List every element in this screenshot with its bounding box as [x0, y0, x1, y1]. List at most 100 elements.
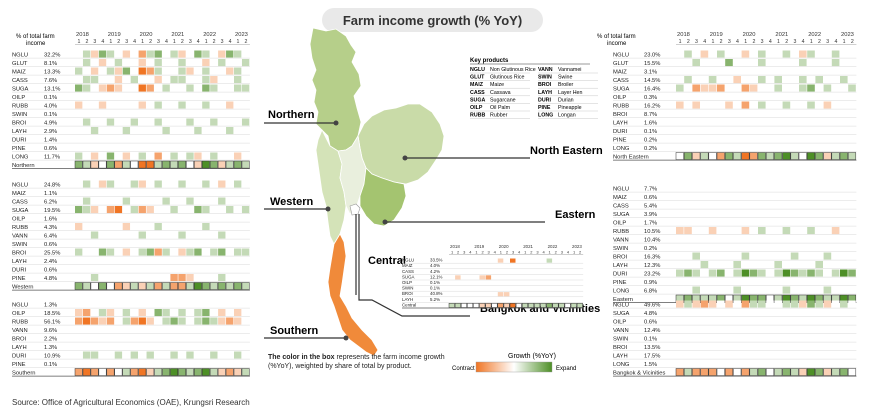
heat-cell	[178, 223, 186, 231]
heat-cell	[522, 264, 528, 269]
heat-cell	[455, 264, 461, 269]
heat-cell	[75, 240, 83, 248]
heat-cell	[799, 118, 807, 126]
heat-cell	[178, 189, 186, 197]
heat-cell	[210, 127, 218, 135]
heat-cell	[848, 360, 856, 368]
heat-cell	[202, 152, 210, 160]
heat-cell	[138, 326, 146, 334]
heat-cell	[522, 286, 528, 291]
heat-cell	[162, 274, 170, 282]
heat-cell	[840, 227, 848, 235]
heat-cell	[75, 300, 83, 308]
heat-cell	[234, 59, 242, 67]
heat-cell	[848, 269, 856, 277]
heat-cell	[676, 135, 684, 143]
heat-cell	[170, 265, 178, 273]
heat-cell	[840, 110, 848, 118]
heat-cell	[130, 152, 138, 160]
heat-cell	[782, 84, 791, 92]
heat-cell	[186, 343, 194, 351]
heat-cell	[146, 189, 154, 197]
heat-cell	[815, 227, 823, 235]
heat-cell	[790, 184, 799, 192]
heat-cell	[692, 218, 700, 226]
heat-cell	[241, 135, 250, 143]
heat-cell	[90, 326, 99, 334]
quarter-label: 4	[101, 39, 104, 45]
heat-cell	[146, 326, 154, 334]
heat-cell	[564, 269, 571, 274]
heat-cell	[130, 274, 138, 282]
heat-cell	[692, 67, 700, 75]
heat-cell	[823, 235, 832, 243]
heat-cell	[226, 118, 234, 126]
heat-cell	[234, 189, 242, 197]
heat-cell	[799, 110, 807, 118]
heat-cell	[82, 326, 91, 334]
heat-cell	[534, 275, 540, 280]
heat-cell	[807, 317, 815, 325]
heat-cell	[782, 309, 791, 317]
heat-cell	[202, 265, 210, 273]
heat-cell	[210, 343, 218, 351]
heat-cell	[162, 189, 170, 197]
heat-cell	[799, 326, 807, 334]
heat-cell	[226, 231, 234, 239]
heat-cell	[717, 360, 725, 368]
heat-cell	[774, 118, 782, 126]
heat-cell	[717, 210, 725, 218]
heat-cell	[717, 59, 725, 67]
heat-cell	[717, 84, 725, 92]
heat-cell	[106, 368, 115, 376]
row-label: MAIZ	[402, 263, 413, 268]
heat-cell	[146, 223, 154, 231]
heat-cell	[194, 326, 202, 334]
heat-cell	[122, 351, 131, 359]
row-share: 11.7%	[44, 155, 60, 161]
heat-cell	[766, 360, 774, 368]
heat-cell	[106, 160, 115, 169]
heat-cell	[692, 334, 700, 342]
heat-cell	[577, 286, 583, 291]
row-label: LONG	[613, 289, 630, 295]
heat-cell	[82, 214, 91, 222]
heat-cell	[774, 59, 782, 67]
heat-cell	[82, 144, 91, 152]
heat-cell	[146, 368, 155, 376]
heat-cell	[202, 127, 210, 135]
heat-cell	[226, 50, 234, 58]
key-product-name: Cassava	[490, 90, 511, 96]
heat-cell	[154, 265, 162, 273]
heat-cell	[130, 206, 138, 214]
heat-cell	[741, 76, 750, 84]
heat-cell	[146, 84, 154, 92]
heat-cell	[684, 334, 692, 342]
heat-cell	[210, 240, 218, 248]
heat-cell	[790, 326, 799, 334]
heat-cell	[782, 93, 791, 101]
heat-cell	[98, 50, 107, 58]
heat-cell	[146, 351, 154, 359]
heat-cell	[162, 152, 170, 160]
heat-cell	[540, 275, 546, 280]
heat-cell	[82, 309, 91, 317]
heat-cell	[708, 84, 717, 92]
heat-cell	[552, 303, 559, 308]
row-share: 0.3%	[644, 95, 657, 101]
heat-cell	[708, 59, 717, 67]
heat-cell	[241, 84, 250, 92]
heat-cell	[774, 135, 782, 143]
heat-cell	[186, 135, 194, 143]
heat-cell	[758, 84, 766, 92]
heat-cell	[162, 351, 170, 359]
heat-cell	[194, 214, 202, 222]
heat-cell	[749, 343, 758, 351]
heat-cell	[831, 326, 840, 334]
heat-cell	[823, 184, 832, 192]
key-product-name: Non Glutinous Rice	[490, 67, 536, 73]
quarter-label: 3	[826, 39, 829, 45]
heat-cell	[170, 343, 178, 351]
heat-cell	[122, 368, 131, 376]
heat-cell	[461, 286, 467, 291]
